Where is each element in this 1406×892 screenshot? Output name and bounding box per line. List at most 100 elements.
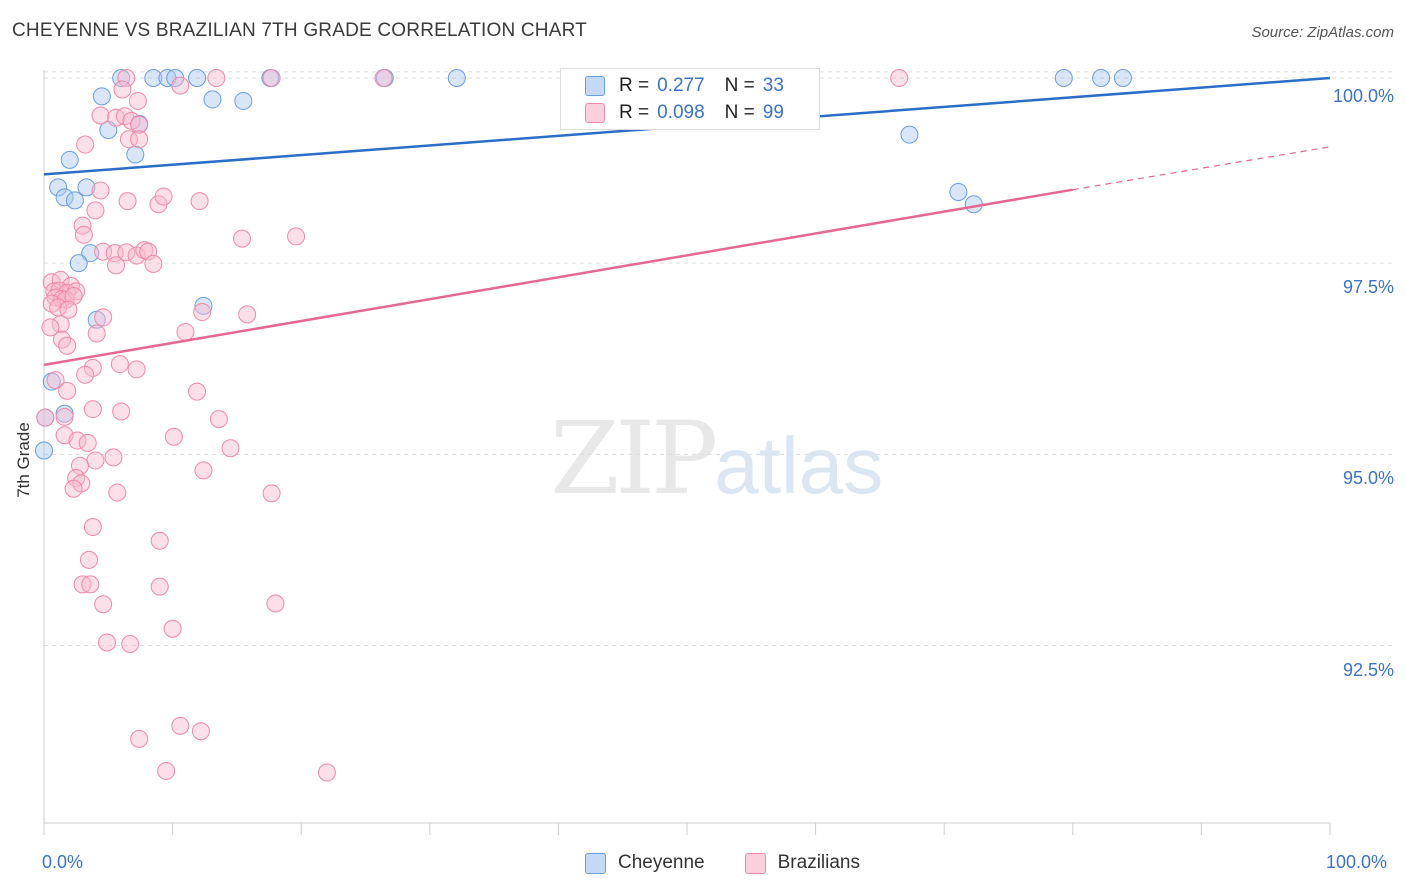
cheyenne-point-21 xyxy=(65,191,84,210)
brazilians-point-51 xyxy=(51,315,70,334)
brazilians-point-64 xyxy=(83,400,102,419)
cheyenne-point-17 xyxy=(60,150,79,169)
cheyenne-point-19 xyxy=(49,178,68,197)
brazilians-point-97 xyxy=(157,761,176,780)
brazilians-point-98 xyxy=(317,763,336,782)
brazilians-point-90 xyxy=(266,594,285,613)
brazilians-point-65 xyxy=(112,402,131,421)
cheyenne-point-11 xyxy=(92,87,111,106)
brazilians-point-1 xyxy=(207,69,226,87)
brazilians-point-49 xyxy=(238,305,257,324)
brazilians-point-72 xyxy=(164,427,183,446)
brazilians-point-82 xyxy=(262,484,281,503)
y-tick-label-100: 100.0% xyxy=(1332,86,1394,106)
brazilians-point-59 xyxy=(83,358,102,377)
brazilians-point-89 xyxy=(94,595,113,614)
brazilians-point-32 xyxy=(144,254,163,273)
brazilians-point-83 xyxy=(83,517,102,536)
cheyenne-point-20 xyxy=(55,188,74,207)
brazilians-trend-extension xyxy=(1072,146,1331,191)
brazilians-point-23 xyxy=(74,225,93,244)
brazilians-point-4 xyxy=(890,69,909,87)
brazilians-point-71 xyxy=(78,433,97,452)
n-label: N = xyxy=(724,75,755,96)
cheyenne-point-0 xyxy=(112,69,131,87)
y-tick-label-92-5: 92.5% xyxy=(1342,660,1394,680)
brazilians-point-15 xyxy=(76,135,95,154)
brazilians-point-85 xyxy=(80,550,99,569)
brazilians-point-87 xyxy=(81,575,100,594)
brazilians-point-9 xyxy=(107,108,126,127)
brazilians-point-67 xyxy=(209,410,228,429)
brazilians-point-19 xyxy=(154,187,173,206)
legend-row-brazilians: R = 0.098 N = 99 xyxy=(585,100,784,126)
brazilians-point-86 xyxy=(73,575,92,594)
cheyenne-point-9 xyxy=(1092,69,1111,87)
cheyenne-point-16 xyxy=(126,145,145,164)
brazilians-point-21 xyxy=(86,201,105,220)
brazilians-point-77 xyxy=(194,461,213,480)
chart-title: CHEYENNE VS BRAZILIAN 7TH GRADE CORRELAT… xyxy=(12,20,587,41)
n-label: N = xyxy=(724,102,755,123)
brazilians-point-0 xyxy=(117,69,136,87)
correlation-legend: R = 0.277 N = 33 R = 0.098 N = 99 xyxy=(560,68,820,130)
brazilians-point-66 xyxy=(55,407,74,426)
brazilians-point-22 xyxy=(73,216,92,235)
cheyenne-legend-swatch xyxy=(585,852,606,874)
brazilians-point-93 xyxy=(121,635,140,654)
brazilians-point-63 xyxy=(188,382,207,401)
brazilians-point-73 xyxy=(221,439,240,458)
y-axis-label: 7th Grade xyxy=(14,422,33,498)
cheyenne-point-10 xyxy=(1113,69,1132,87)
n-value: 99 xyxy=(762,102,784,123)
brazilians-point-28 xyxy=(117,243,136,262)
cheyenne-point-22 xyxy=(77,178,96,197)
brazilians-point-95 xyxy=(191,722,210,741)
brazilians-point-44 xyxy=(64,286,83,305)
r-value: 0.277 xyxy=(657,75,705,96)
brazilians-point-24 xyxy=(233,229,252,248)
brazilians-point-33 xyxy=(107,256,126,275)
brazilians-point-12 xyxy=(130,115,149,134)
cheyenne-point-8 xyxy=(1054,69,1073,87)
brazilians-trend-line xyxy=(43,188,1074,367)
brazilians-point-55 xyxy=(53,330,72,349)
brazilians-point-68 xyxy=(36,408,55,427)
r-label: R = xyxy=(619,75,650,96)
cheyenne-point-30 xyxy=(35,441,53,460)
brazilians-point-52 xyxy=(176,322,195,341)
brazilians-point-78 xyxy=(67,469,86,488)
brazilians-point-5 xyxy=(171,76,190,95)
brazilians-point-10 xyxy=(116,107,135,126)
brazilians-point-91 xyxy=(163,619,182,638)
brazilians-swatch xyxy=(585,103,605,123)
cheyenne-point-1 xyxy=(144,69,163,87)
cheyenne-point-18 xyxy=(900,125,919,144)
x-tick-label-min: 0.0% xyxy=(42,852,84,872)
brazilians-point-17 xyxy=(118,192,137,211)
cheyenne-point-25 xyxy=(81,244,100,263)
y-tick-label-95: 95.0% xyxy=(1342,468,1394,488)
brazilians-point-92 xyxy=(98,633,117,652)
source-label: Source: ZipAtlas.com xyxy=(1251,24,1394,41)
brazilians-point-76 xyxy=(71,456,90,475)
brazilians-point-48 xyxy=(193,303,212,322)
cheyenne-point-26 xyxy=(69,254,88,273)
brazilians-point-81 xyxy=(108,483,127,502)
n-value: 33 xyxy=(762,75,784,96)
brazilians-point-94 xyxy=(171,716,190,735)
brazilians-point-58 xyxy=(127,360,146,379)
brazilians-point-14 xyxy=(130,130,149,149)
cheyenne-point-12 xyxy=(203,90,222,109)
brazilians-point-6 xyxy=(113,80,132,99)
brazilians-point-2 xyxy=(262,69,281,87)
brazilians-point-13 xyxy=(119,130,138,149)
brazilians-point-57 xyxy=(110,355,129,374)
brazilians-point-62 xyxy=(58,381,77,400)
watermark-atlas: atlas xyxy=(714,421,884,510)
brazilians-point-88 xyxy=(150,577,169,596)
cheyenne-point-23 xyxy=(949,182,968,201)
brazilians-point-53 xyxy=(87,324,106,343)
brazilians-point-80 xyxy=(64,479,83,498)
